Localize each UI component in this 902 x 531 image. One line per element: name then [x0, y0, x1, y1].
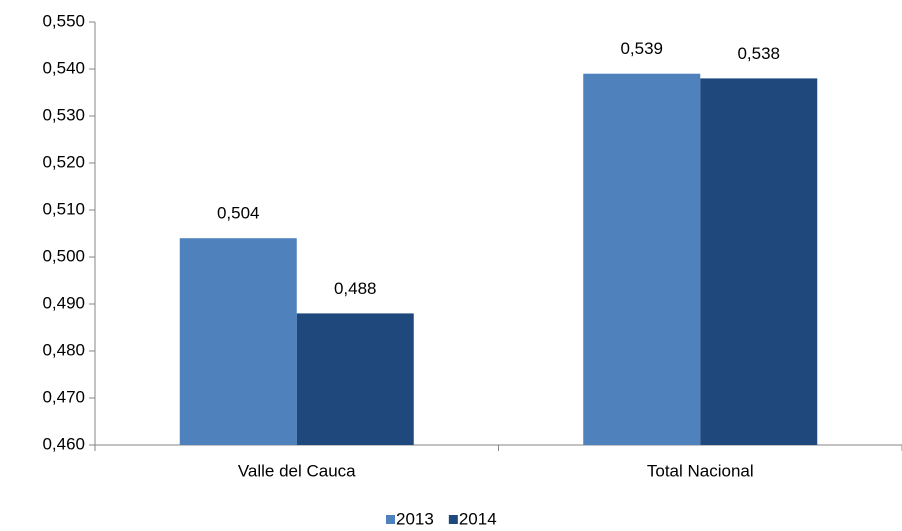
data-label: 0,538	[737, 44, 780, 63]
legend-swatch	[386, 515, 395, 524]
bar	[583, 73, 701, 445]
data-label: 0,504	[217, 204, 260, 223]
y-tick-label: 0,460	[42, 434, 85, 453]
bar	[700, 78, 818, 446]
y-tick-label: 0,520	[42, 152, 85, 171]
data-label: 0,488	[334, 279, 377, 298]
y-tick-label: 0,550	[42, 11, 85, 30]
legend-swatch	[448, 515, 458, 524]
data-label: 0,539	[620, 39, 663, 58]
y-tick-label: 0,540	[42, 58, 85, 77]
legend-label: 2014	[459, 509, 497, 528]
y-tick-label: 0,480	[42, 340, 85, 359]
y-tick-label: 0,530	[42, 105, 85, 124]
bar	[296, 313, 414, 445]
y-tick-label: 0,500	[42, 246, 85, 265]
y-tick-label: 0,470	[42, 387, 85, 406]
y-tick-label: 0,510	[42, 199, 85, 218]
y-tick-label: 0,490	[42, 293, 85, 312]
bar	[179, 238, 297, 445]
x-tick-label: Total Nacional	[647, 461, 754, 480]
legend-label: 2013	[396, 509, 434, 528]
x-tick-label: Valle del Cauca	[238, 461, 356, 480]
